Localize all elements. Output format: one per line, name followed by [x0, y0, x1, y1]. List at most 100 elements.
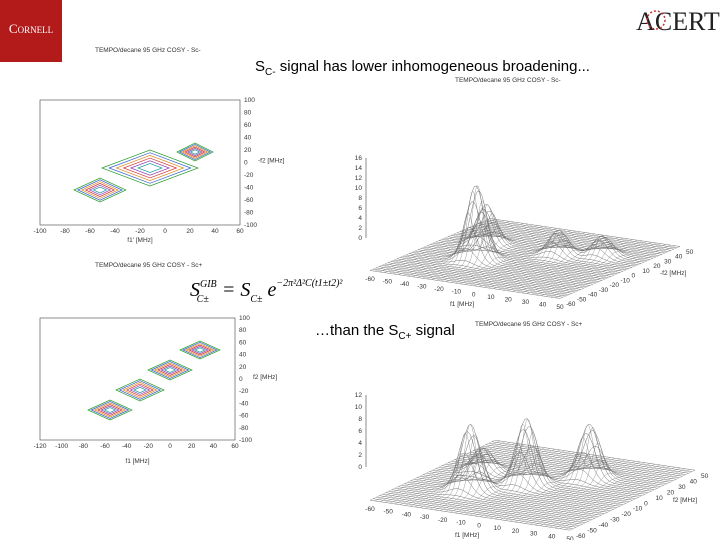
- plot: TEMPO/decane 95 GHz COSY - Sc+121086420-…: [355, 321, 709, 540]
- headline-top: SC- signal has lower inhomogeneous broad…: [255, 58, 590, 78]
- surface-line: [521, 238, 643, 294]
- contour: [187, 148, 203, 156]
- contour: [181, 145, 209, 159]
- surface-line: [479, 232, 600, 287]
- plot: TEMPO/decane 95 GHz COSY - Sc- -100 -80 -60…: [33, 47, 284, 244]
- x-tick-label: -10: [456, 520, 466, 527]
- y-tick-label: 30: [678, 484, 686, 491]
- surface-line: [407, 207, 529, 277]
- cornell-logo-box: [0, 0, 62, 62]
- y-tick-label: 40: [244, 135, 252, 142]
- plot-frame: [39, 99, 241, 226]
- surface-line: [474, 233, 595, 287]
- contour: [87, 399, 133, 421]
- surface-line: [469, 233, 590, 286]
- surface-line: [394, 443, 521, 505]
- surface-line: [424, 432, 551, 509]
- y-tick-label: 30: [664, 258, 672, 265]
- y-tick-label: -40: [588, 292, 598, 299]
- surface-line: [444, 451, 571, 512]
- z-tick-label: 2: [358, 225, 362, 232]
- x-tick-label: 50: [566, 536, 574, 540]
- surface-line: [514, 460, 641, 523]
- contour: [88, 184, 112, 196]
- contour: [129, 385, 151, 395]
- x-tick-label: -120: [33, 443, 46, 450]
- y-axis-label: -f2 [MHz]: [660, 270, 687, 277]
- surface-line: [536, 242, 657, 296]
- contour: [160, 365, 180, 375]
- y-axis-label: f2 [MHz]: [253, 374, 277, 381]
- y-axis-label: -f2 [MHz]: [258, 158, 285, 165]
- x-tick-label: 30: [522, 299, 530, 306]
- surface-line: [464, 232, 586, 285]
- x-tick-label: -60: [100, 443, 110, 450]
- contour: [191, 346, 209, 354]
- y-tick-label: -20: [621, 511, 631, 518]
- f-eq: = S: [217, 279, 251, 301]
- surface-line: [529, 464, 656, 525]
- surface-line: [544, 466, 671, 527]
- surface-line: [569, 470, 696, 531]
- contour: [97, 404, 123, 416]
- plot: TEMPO/decane 95 GHz COSY - Sc- 16 14 12 10 8 6…: [355, 77, 694, 311]
- surface-line: [469, 432, 596, 516]
- surface-line: [399, 444, 526, 505]
- surface-line: [504, 427, 631, 521]
- surface-line: [531, 242, 652, 295]
- contour: [153, 362, 187, 378]
- contour: [133, 386, 147, 394]
- x-tick-label: -60: [85, 228, 95, 235]
- surface-line: [384, 442, 511, 503]
- y-tick-label: 0: [644, 500, 648, 507]
- x-tick-label: -100: [33, 228, 46, 235]
- x-tick-label: -80: [60, 228, 70, 235]
- surface-line: [369, 218, 491, 271]
- surface-line: [539, 465, 666, 526]
- contour: [137, 163, 163, 173]
- y-tick-label: 40: [690, 478, 698, 485]
- contour: [176, 142, 214, 162]
- formula: SGIB C± = SC± e−2π²Δ²C(t1±t2)²: [190, 278, 343, 305]
- y-tick-label: 0: [239, 376, 243, 383]
- surface-line: [412, 204, 533, 277]
- y-tick-label: 100: [239, 315, 250, 322]
- surface-line: [559, 468, 686, 529]
- x-axis-label: f1' [MHz]: [127, 237, 153, 244]
- surface-line: [502, 237, 624, 291]
- x-tick-label: 20: [512, 528, 520, 535]
- x-tick-label: 20: [188, 443, 196, 450]
- x-tick-label: -60: [365, 506, 375, 513]
- surface-line: [429, 423, 556, 510]
- z-tick-label: 12: [355, 175, 363, 182]
- surface-line: [419, 447, 546, 508]
- contour: [73, 177, 127, 203]
- x-tick-label: 40: [211, 228, 219, 235]
- y-tick-label: -80: [239, 425, 249, 432]
- surface-line: [422, 213, 543, 279]
- y-tick-label: 80: [239, 327, 247, 334]
- y-tick-label: -100: [239, 437, 252, 444]
- contour: [115, 378, 165, 402]
- surface-line: [507, 238, 628, 291]
- surface-line: [393, 221, 514, 275]
- x-tick-label: 20: [505, 296, 513, 303]
- y-tick-label: 40: [239, 352, 247, 359]
- surface-line: [445, 229, 567, 282]
- surface-line: [489, 454, 616, 519]
- surface-line: [398, 222, 519, 275]
- y-tick-label: -50: [577, 296, 587, 303]
- surface-line: [549, 467, 676, 528]
- plot-title: TEMPO/decane 95 GHz COSY - Sc+: [95, 262, 203, 269]
- surface-line: [494, 436, 621, 520]
- x-tick-label: -40: [400, 281, 410, 288]
- contour: [163, 367, 177, 373]
- symbol: S: [255, 58, 265, 75]
- x-tick-label: 50: [556, 304, 564, 311]
- surface-line: [519, 462, 646, 523]
- x-tick-label: -100: [55, 443, 68, 450]
- surface-line: [369, 440, 496, 501]
- y-tick-label: 0: [631, 273, 635, 280]
- surface-line: [455, 230, 576, 284]
